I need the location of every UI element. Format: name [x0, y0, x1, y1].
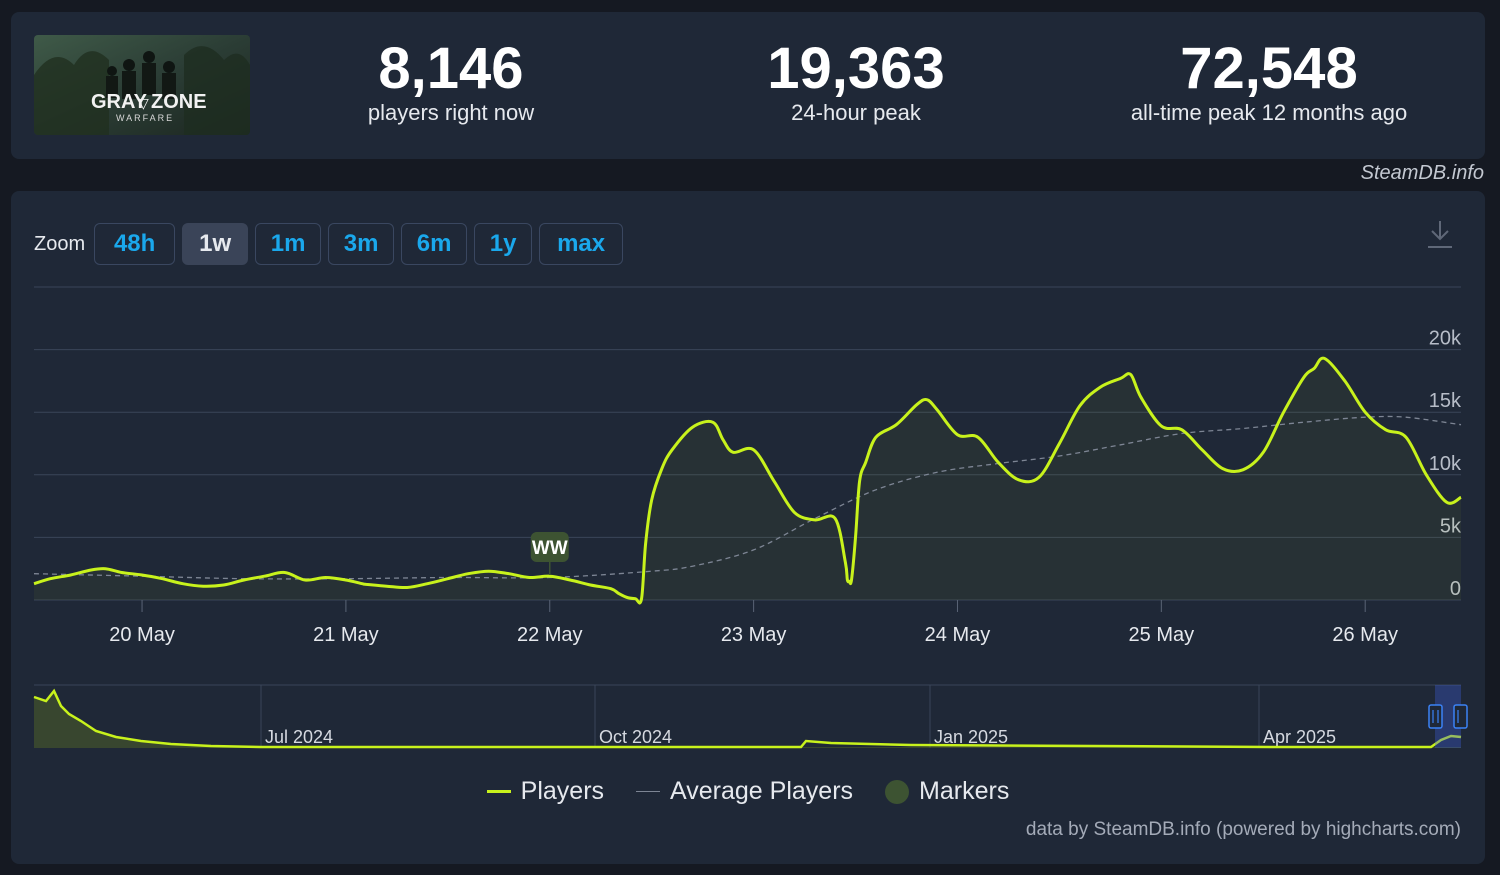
- x-tick-label: 22 May: [517, 624, 583, 646]
- stat-players-now: 8,146 players right now: [311, 38, 591, 126]
- game-logo-title-2: ZONE: [151, 91, 207, 113]
- y-tick-label: 15k: [1429, 390, 1462, 412]
- zoom-max-button[interactable]: max: [539, 223, 624, 265]
- x-tick-label: 26 May: [1332, 624, 1398, 646]
- y-tick-label: 5k: [1440, 515, 1462, 537]
- y-tick-label: 0: [1450, 578, 1461, 600]
- players-area: [34, 358, 1461, 604]
- download-icon[interactable]: [1425, 217, 1455, 251]
- zoom-bar: Zoom 48h 1w 1m 3m 6m 1y max: [34, 222, 630, 266]
- source-label: SteamDB.info: [1360, 162, 1484, 184]
- stat-peak-24h: 19,363 24-hour peak: [726, 38, 986, 126]
- player-count-chart: 0 5k 10k 15k 20k 20 May 21 May 22 May 23 May 24 …: [33, 286, 1468, 749]
- navigator-background: [34, 685, 1461, 748]
- legend-item-average[interactable]: Average Players: [636, 777, 853, 806]
- navigator-ticks: Jul 2024 Oct 2024 Jan 2025 Apr 2025: [260, 685, 1338, 749]
- x-tick-label: 20 May: [109, 624, 175, 646]
- players-now-label: players right now: [367, 100, 535, 125]
- x-tick-label: 25 May: [1129, 624, 1195, 646]
- chart-gridlines: [34, 349, 1461, 601]
- zoom-1y-button[interactable]: 1y: [474, 223, 533, 265]
- chart-legend: Players Average Players Markers: [11, 777, 1485, 806]
- navigator-tick-label: Apr 2025: [1263, 727, 1336, 747]
- markers-swatch: [885, 779, 910, 804]
- navigator-line: [33, 688, 1462, 749]
- navigator[interactable]: Jul 2024 Oct 2024 Jan 2025 Apr 2025: [33, 684, 1468, 749]
- legend-item-markers[interactable]: Markers: [885, 777, 1009, 806]
- svg-text:▽: ▽: [138, 96, 149, 112]
- all-time-peak-label: all-time peak 12 months ago: [1130, 100, 1408, 125]
- players-line[interactable]: [33, 356, 1462, 605]
- zoom-48h-button[interactable]: 48h: [94, 223, 176, 265]
- all-time-peak-value: 72,548: [1180, 36, 1358, 101]
- x-tick-label: 23 May: [721, 624, 787, 646]
- zoom-1w-button[interactable]: 1w: [182, 223, 249, 265]
- y-tick-label: 20k: [1429, 328, 1462, 350]
- x-tick-label: 24 May: [925, 624, 991, 646]
- zoom-3m-button[interactable]: 3m: [328, 223, 395, 265]
- stat-all-time-peak: 72,548 all-time peak 12 months ago: [1099, 38, 1439, 126]
- chart-panel: Zoom 48h 1w 1m 3m 6m 1y max 0 5k 10k 15k 20k…: [11, 191, 1485, 864]
- game-logo-subtitle: WARFARE: [116, 113, 174, 123]
- navigator-tick-label: Oct 2024: [599, 727, 672, 747]
- average-swatch: [636, 791, 661, 792]
- game-logo-title: GRAY: [91, 91, 148, 113]
- zoom-6m-button[interactable]: 6m: [401, 223, 468, 265]
- navigator-left-handle[interactable]: [1428, 704, 1443, 729]
- navigator-tick-label: Jul 2024: [265, 727, 333, 747]
- y-tick-label: 10k: [1429, 453, 1462, 475]
- y-axis-ticks: 0 5k 10k 15k 20k: [1429, 328, 1462, 600]
- legend-average-label: Average Players: [670, 777, 854, 805]
- players-now-value: 8,146: [378, 36, 524, 101]
- zoom-1m-button[interactable]: 1m: [255, 223, 322, 265]
- marker-label: WW: [532, 538, 568, 559]
- players-swatch: [486, 790, 511, 793]
- x-axis-ticks: 20 May 21 May 22 May 23 May 24 May 25 May 26 M…: [109, 600, 1398, 646]
- peak-24h-label: 24-hour peak: [791, 100, 921, 125]
- event-marker[interactable]: WW: [530, 532, 569, 575]
- stats-panel: GRAY ▽ ZONE WARFARE 8,146 players right …: [11, 12, 1485, 159]
- x-tick-label: 21 May: [313, 624, 379, 646]
- zoom-label: Zoom: [34, 232, 86, 255]
- navigator-tick-label: Jan 2025: [934, 727, 1008, 747]
- chart-credits[interactable]: data by SteamDB.info (powered by highcha…: [1025, 819, 1461, 840]
- legend-players-label: Players: [520, 777, 605, 805]
- peak-24h-value: 19,363: [767, 36, 945, 101]
- game-thumbnail[interactable]: GRAY ▽ ZONE WARFARE: [34, 35, 250, 135]
- marker-badge: [530, 532, 569, 562]
- legend-markers-label: Markers: [919, 777, 1010, 805]
- legend-item-players[interactable]: Players: [486, 777, 605, 806]
- navigator-right-handle[interactable]: [1453, 704, 1468, 729]
